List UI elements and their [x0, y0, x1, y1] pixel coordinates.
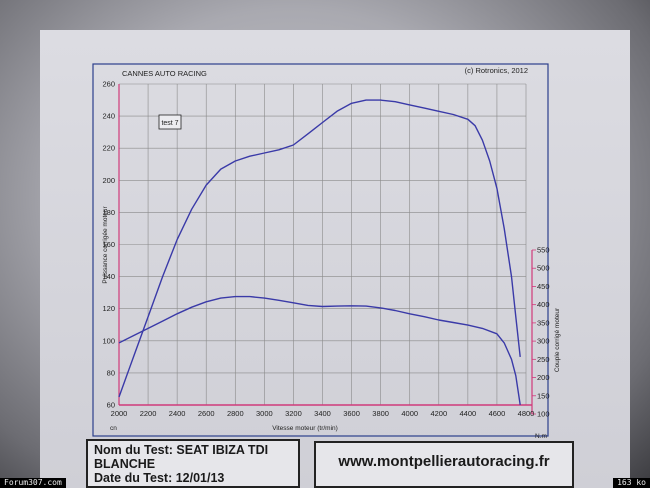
tick-labels: 60 80 100 120 140 160 180 200 220 240 260 2000 2200 2… — [102, 80, 549, 419]
x-axis-title: Vitesse moteur (tr/min) — [272, 425, 338, 432]
y2-tick-label: 250 — [537, 355, 550, 364]
y2-tick-label: 400 — [537, 300, 550, 309]
y-tick-label: 180 — [102, 208, 115, 217]
y2-tick-label: 150 — [537, 391, 550, 400]
x-tick-label: 4600 — [489, 409, 506, 418]
x-unit-left: cn — [110, 425, 117, 432]
x-tick-label: 3000 — [256, 409, 273, 418]
x-tick-label: 3400 — [314, 409, 331, 418]
chart-frame — [92, 63, 549, 437]
x-tick-label: 3200 — [285, 409, 302, 418]
watermark-left: Forum307.com — [0, 478, 66, 488]
test-info-box: Nom du Test: SEAT IBIZA TDI BLANCHE Date… — [86, 439, 300, 488]
axes — [118, 84, 536, 415]
test-date-line: Date du Test: 12/01/13 — [94, 471, 225, 485]
x-tick-label: 4400 — [460, 409, 477, 418]
y-tick-label: 160 — [102, 240, 115, 249]
y-tick-label: 140 — [102, 272, 115, 281]
legend-label: test 7 — [161, 120, 178, 127]
torque-curve — [118, 295, 521, 406]
x-tick-label: 3800 — [372, 409, 389, 418]
x-tick-label: 2600 — [198, 409, 215, 418]
header-right: (c) Rotronics, 2012 — [465, 66, 528, 75]
test-name-line: Nom du Test: SEAT IBIZA TDI — [94, 443, 269, 457]
y-tick-label: 260 — [102, 80, 115, 89]
x-tick-label: 2200 — [140, 409, 157, 418]
header-left: CANNES AUTO RACING — [122, 69, 207, 78]
y2-tick-label: 300 — [537, 337, 550, 346]
y-tick-label: 200 — [102, 176, 115, 185]
watermark-right: 163 ko — [613, 478, 650, 488]
x-tick-label: 4200 — [430, 409, 447, 418]
x-tick-label: 3600 — [343, 409, 360, 418]
x-tick-label: 2000 — [111, 409, 128, 418]
y2-tick-label: 550 — [537, 246, 550, 255]
x-tick-label: 2400 — [169, 409, 186, 418]
power-curve — [118, 99, 521, 398]
y2-tick-label: 500 — [537, 264, 550, 273]
y2-axis-title: Couple corrigé moteur — [554, 307, 561, 372]
test-name-line-2: BLANCHE — [94, 457, 156, 471]
y-tick-label: 120 — [102, 304, 115, 313]
y2-tick-label: 200 — [537, 373, 550, 382]
x-tick-label: 4000 — [401, 409, 418, 418]
y2-tick-label: 100 — [537, 410, 550, 419]
website-url: www.montpellierautoracing.fr — [338, 453, 550, 470]
y2-tick-label: 350 — [537, 318, 550, 327]
y-tick-label: 220 — [102, 144, 115, 153]
y-tick-label: 100 — [102, 336, 115, 345]
website-box: www.montpellierautoracing.fr — [314, 441, 574, 488]
x-tick-label: 2800 — [227, 409, 244, 418]
grid — [118, 83, 527, 406]
y-tick-label: 60 — [107, 401, 115, 410]
y2-unit: N.m — [535, 433, 547, 440]
series-layer — [118, 99, 521, 406]
legend-box — [158, 114, 182, 130]
x-tick-label: 4800 — [518, 409, 535, 418]
y-axis-title: Puissance corrigée moteur — [102, 206, 109, 284]
y2-tick-label: 450 — [537, 282, 550, 291]
y-tick-label: 240 — [102, 112, 115, 121]
y-tick-label: 80 — [107, 368, 115, 377]
